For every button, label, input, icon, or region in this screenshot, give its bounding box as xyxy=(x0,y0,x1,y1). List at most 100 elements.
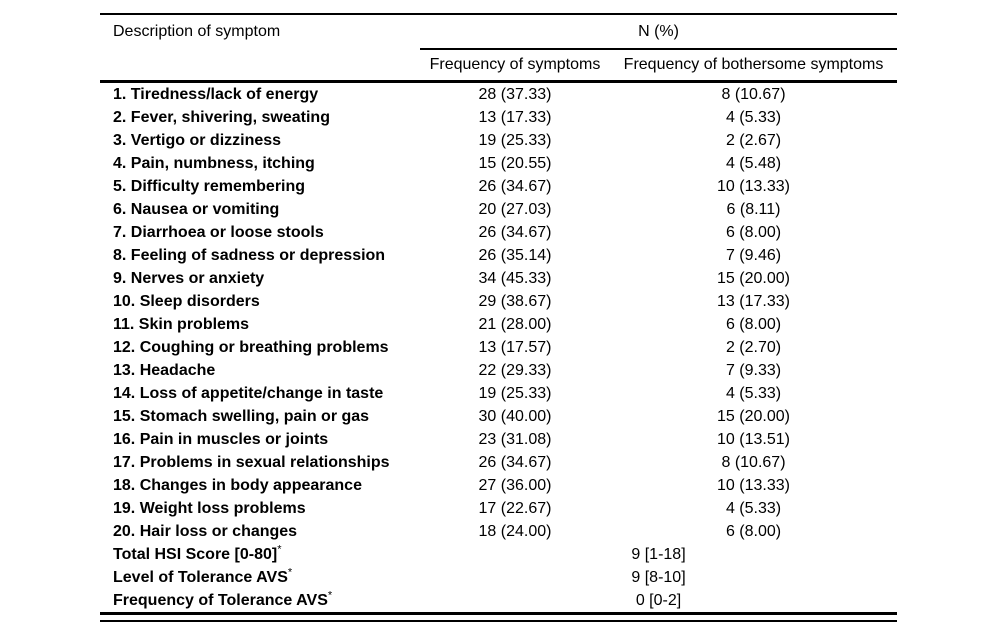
bothersome-value: 6 (8.00) xyxy=(725,315,782,333)
symptom-row: 1. Tiredness/lack of energy 28 (37.33) 8… xyxy=(100,82,897,107)
summary-row: Level of Tolerance AVS* 9 [8-10] xyxy=(100,566,897,589)
symptom-label: 1. Tiredness/lack of energy xyxy=(113,85,319,103)
symptom-label: 12. Coughing or breathing problems xyxy=(113,338,389,356)
frequency-value: 17 (22.67) xyxy=(478,499,552,517)
symptom-row: 8. Feeling of sadness or depression 26 (… xyxy=(100,244,897,267)
symptom-label: 11. Skin problems xyxy=(113,315,250,333)
frequency-value: 29 (38.67) xyxy=(478,292,552,310)
symptom-label: 16. Pain in muscles or joints xyxy=(113,430,329,448)
symptom-row: 6. Nausea or vomiting 20 (27.03) 6 (8.11… xyxy=(100,198,897,221)
footnote-asterisk: * xyxy=(287,566,293,579)
symptom-label: 7. Diarrhoea or loose stools xyxy=(113,223,324,241)
summary-label: Total HSI Score [0-80]* xyxy=(100,543,420,566)
symptom-label: 19. Weight loss problems xyxy=(113,499,306,517)
symptom-row: 5. Difficulty remembering 26 (34.67) 10 … xyxy=(100,175,897,198)
column-header-bothersome: Frequency of bothersome symptoms xyxy=(610,49,898,83)
table-header: Description of symptom N (%) Frequency o… xyxy=(100,14,898,83)
bothersome-value: 8 (10.67) xyxy=(721,453,786,471)
symptom-label: 17. Problems in sexual relationships xyxy=(113,453,390,471)
footnote-asterisk: * xyxy=(327,589,333,602)
symptom-label: 20. Hair loss or changes xyxy=(113,522,298,540)
frequency-value: 27 (36.00) xyxy=(478,476,552,494)
summary-row: Frequency of Tolerance AVS* 0 [0-2] xyxy=(100,589,897,614)
frequency-value: 19 (25.33) xyxy=(478,131,552,149)
bothersome-value: 7 (9.46) xyxy=(725,246,782,264)
symptom-row: 19. Weight loss problems 17 (22.67) 4 (5… xyxy=(100,497,897,520)
symptom-row: 11. Skin problems 21 (28.00) 6 (8.00) xyxy=(100,313,897,336)
symptoms-table-container: Description of symptom N (%) Frequency o… xyxy=(100,13,898,622)
frequency-value: 34 (45.33) xyxy=(478,269,552,287)
frequency-value: 19 (25.33) xyxy=(478,384,552,402)
summary-label: Level of Tolerance AVS* xyxy=(100,566,420,589)
symptom-row: 20. Hair loss or changes 18 (24.00) 6 (8… xyxy=(100,520,897,543)
header-row-group: Description of symptom N (%) xyxy=(100,14,898,83)
summary-label-text: Level of Tolerance AVS xyxy=(113,568,288,586)
footnote-asterisk: * xyxy=(277,543,282,556)
bothersome-value: 2 (2.67) xyxy=(725,131,782,149)
frequency-value: 22 (29.33) xyxy=(478,361,552,379)
symptom-row: 2. Fever, shivering, sweating 13 (17.33)… xyxy=(100,106,897,129)
symptom-row: 9. Nerves or anxiety 34 (45.33) 15 (20.0… xyxy=(100,267,897,290)
summary-label-text: Frequency of Tolerance AVS xyxy=(113,591,328,609)
frequency-value: 13 (17.57) xyxy=(478,338,552,356)
header-row-sub: Frequency of symptoms Frequency of bothe… xyxy=(100,49,898,83)
table-body: 1. Tiredness/lack of energy 28 (37.33) 8… xyxy=(100,82,897,614)
symptom-label: 9. Nerves or anxiety xyxy=(113,269,265,287)
frequency-value: 28 (37.33) xyxy=(478,85,552,103)
frequency-value: 20 (27.03) xyxy=(478,200,552,218)
frequency-value: 21 (28.00) xyxy=(478,315,552,333)
symptom-row: 14. Loss of appetite/change in taste 19 … xyxy=(100,382,897,405)
bothersome-value: 7 (9.33) xyxy=(725,361,782,379)
summary-label-text: Total HSI Score [0-80] xyxy=(113,545,278,563)
symptom-row: 3. Vertigo or dizziness 19 (25.33) 2 (2.… xyxy=(100,129,897,152)
bothersome-value: 4 (5.48) xyxy=(725,154,782,172)
symptom-label: 14. Loss of appetite/change in taste xyxy=(113,384,384,402)
frequency-value: 18 (24.00) xyxy=(478,522,552,540)
frequency-value: 23 (31.08) xyxy=(478,430,552,448)
symptom-label: 13. Headache xyxy=(113,361,216,379)
summary-row: Total HSI Score [0-80]* 9 [1-18] xyxy=(100,543,897,566)
symptom-row: 18. Changes in body appearance 27 (36.00… xyxy=(100,474,897,497)
symptom-label: 15. Stomach swelling, pain or gas xyxy=(113,407,370,425)
bothersome-value: 2 (2.70) xyxy=(725,338,782,356)
symptom-row: 17. Problems in sexual relationships 26 … xyxy=(100,451,897,474)
bothersome-value: 10 (13.33) xyxy=(717,177,790,195)
symptom-label: 3. Vertigo or dizziness xyxy=(113,131,282,149)
frequency-value: 30 (40.00) xyxy=(478,407,552,425)
bothersome-value: 10 (13.51) xyxy=(717,430,790,448)
symptom-row: 7. Diarrhoea or loose stools 26 (34.67) … xyxy=(100,221,897,244)
bothersome-value: 4 (5.33) xyxy=(725,108,782,126)
frequency-value: 15 (20.55) xyxy=(478,154,552,172)
symptom-label: 10. Sleep disorders xyxy=(113,292,260,310)
column-header-frequency: Frequency of symptoms xyxy=(420,49,610,83)
symptom-label: 18. Changes in body appearance xyxy=(113,476,362,494)
frequency-value: 26 (34.67) xyxy=(478,177,552,195)
frequency-value: 26 (34.67) xyxy=(478,223,552,241)
bothersome-value: 4 (5.33) xyxy=(725,499,782,517)
symptom-row: 12. Coughing or breathing problems 13 (1… xyxy=(100,336,897,359)
symptom-row: 13. Headache 22 (29.33) 7 (9.33) xyxy=(100,359,897,382)
symptom-row: 16. Pain in muscles or joints 23 (31.08)… xyxy=(100,428,897,451)
summary-value: 9 [8-10] xyxy=(631,568,686,586)
frequency-value: 13 (17.33) xyxy=(478,108,552,126)
symptoms-table: Description of symptom N (%) Frequency o… xyxy=(100,13,898,615)
table-bottom-rule xyxy=(100,620,897,622)
bothersome-value: 6 (8.00) xyxy=(725,522,782,540)
frequency-value: 26 (35.14) xyxy=(478,246,552,264)
bothersome-value: 15 (20.00) xyxy=(717,269,790,287)
symptom-label: 6. Nausea or vomiting xyxy=(113,200,280,218)
bothersome-value: 6 (8.11) xyxy=(726,200,781,218)
bothersome-value: 13 (17.33) xyxy=(717,292,790,310)
symptom-row: 10. Sleep disorders 29 (38.67) 13 (17.33… xyxy=(100,290,897,313)
column-header-description: Description of symptom xyxy=(100,14,420,83)
summary-value: 9 [1-18] xyxy=(631,545,686,563)
column-group-header-n-percent: N (%) xyxy=(420,14,898,50)
symptom-row: 4. Pain, numbness, itching 15 (20.55) 4 … xyxy=(100,152,897,175)
symptom-label: 2. Fever, shivering, sweating xyxy=(113,108,330,126)
summary-label: Frequency of Tolerance AVS* xyxy=(100,589,420,614)
bothersome-value: 10 (13.33) xyxy=(717,476,790,494)
bothersome-value: 4 (5.33) xyxy=(725,384,782,402)
frequency-value: 26 (34.67) xyxy=(478,453,552,471)
bothersome-value: 6 (8.00) xyxy=(725,223,782,241)
